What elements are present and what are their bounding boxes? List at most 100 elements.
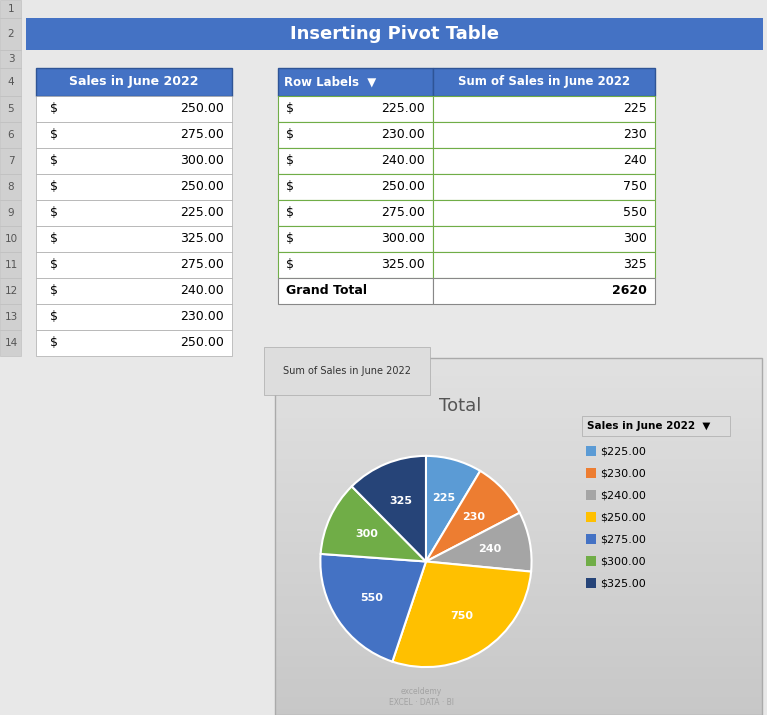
Text: $240.00: $240.00 <box>600 490 646 500</box>
Text: $: $ <box>286 259 294 272</box>
Text: 9: 9 <box>8 208 15 218</box>
Text: 300.00: 300.00 <box>381 232 425 245</box>
Text: 13: 13 <box>5 312 18 322</box>
Text: Grand Total: Grand Total <box>286 285 367 297</box>
Bar <box>278 252 433 278</box>
Wedge shape <box>321 486 426 561</box>
Bar <box>0 330 21 356</box>
Text: $250.00: $250.00 <box>600 512 646 522</box>
Bar <box>275 667 762 674</box>
Bar <box>275 703 762 710</box>
Bar <box>275 572 762 579</box>
Wedge shape <box>426 456 480 561</box>
Text: 250.00: 250.00 <box>180 102 224 116</box>
Bar <box>433 122 655 148</box>
Bar <box>275 418 762 425</box>
Bar <box>0 252 21 278</box>
Text: $: $ <box>50 102 58 116</box>
Bar <box>586 534 596 544</box>
Bar <box>433 96 655 122</box>
Text: 325.00: 325.00 <box>381 259 425 272</box>
Bar <box>278 96 433 122</box>
Bar <box>278 278 433 304</box>
Bar <box>433 148 655 174</box>
Text: 1: 1 <box>8 4 15 14</box>
Bar <box>275 679 762 686</box>
Bar <box>586 490 596 500</box>
Bar <box>275 525 762 531</box>
Text: 325: 325 <box>624 259 647 272</box>
Bar <box>0 18 21 50</box>
Bar <box>275 596 762 603</box>
Bar <box>275 561 762 567</box>
Bar <box>275 620 762 627</box>
Text: $: $ <box>50 207 58 220</box>
Bar <box>275 459 762 466</box>
Text: Sum of Sales in June 2022: Sum of Sales in June 2022 <box>283 366 411 376</box>
Bar <box>433 174 655 200</box>
Bar <box>36 96 232 122</box>
Bar <box>275 388 762 395</box>
Bar <box>275 412 762 418</box>
Wedge shape <box>426 513 532 571</box>
Text: 11: 11 <box>5 260 18 270</box>
Text: $275.00: $275.00 <box>600 534 646 544</box>
Bar <box>275 638 762 645</box>
Text: 275.00: 275.00 <box>381 207 425 220</box>
Text: 550: 550 <box>360 593 383 603</box>
Bar <box>36 226 232 252</box>
Text: 250.00: 250.00 <box>180 180 224 194</box>
Bar <box>275 441 762 448</box>
Text: 240: 240 <box>479 544 502 554</box>
Bar <box>275 471 762 478</box>
Text: 250.00: 250.00 <box>381 180 425 194</box>
Text: 240.00: 240.00 <box>180 285 224 297</box>
Bar <box>0 174 21 200</box>
Text: $: $ <box>286 180 294 194</box>
Text: $: $ <box>50 180 58 194</box>
Text: $: $ <box>286 207 294 220</box>
Text: Inserting Pivot Table: Inserting Pivot Table <box>290 25 499 43</box>
Bar <box>0 200 21 226</box>
Text: Row Labels  ▼: Row Labels ▼ <box>284 76 377 89</box>
Wedge shape <box>321 554 426 661</box>
Bar <box>275 370 762 377</box>
Bar <box>275 394 762 400</box>
Text: 230.00: 230.00 <box>180 310 224 323</box>
Text: $: $ <box>286 154 294 167</box>
Bar <box>278 200 433 226</box>
Text: $300.00: $300.00 <box>600 556 646 566</box>
Text: $: $ <box>286 232 294 245</box>
Bar <box>275 554 762 561</box>
Bar <box>0 278 21 304</box>
Text: $: $ <box>50 129 58 142</box>
Bar <box>275 674 762 680</box>
Bar <box>36 278 232 304</box>
Text: $: $ <box>50 337 58 350</box>
Text: $225.00: $225.00 <box>600 446 646 456</box>
Bar <box>275 548 762 556</box>
Bar <box>586 512 596 522</box>
Bar <box>275 566 762 573</box>
Text: 325: 325 <box>390 496 413 506</box>
Bar <box>278 174 433 200</box>
Bar <box>275 376 762 383</box>
Bar <box>275 649 762 656</box>
Text: 300: 300 <box>623 232 647 245</box>
Wedge shape <box>352 456 426 561</box>
Text: 14: 14 <box>5 338 18 348</box>
Text: $325.00: $325.00 <box>600 578 646 588</box>
Bar <box>275 608 762 615</box>
Bar <box>275 477 762 484</box>
Text: 225.00: 225.00 <box>180 207 224 220</box>
Text: 300: 300 <box>355 529 378 539</box>
Bar <box>433 200 655 226</box>
Bar <box>0 226 21 252</box>
Bar <box>0 148 21 174</box>
Bar <box>0 50 21 68</box>
Bar <box>586 468 596 478</box>
Text: 230.00: 230.00 <box>381 129 425 142</box>
Text: 225: 225 <box>432 493 455 503</box>
Bar <box>0 122 21 148</box>
Text: 12: 12 <box>5 286 18 296</box>
